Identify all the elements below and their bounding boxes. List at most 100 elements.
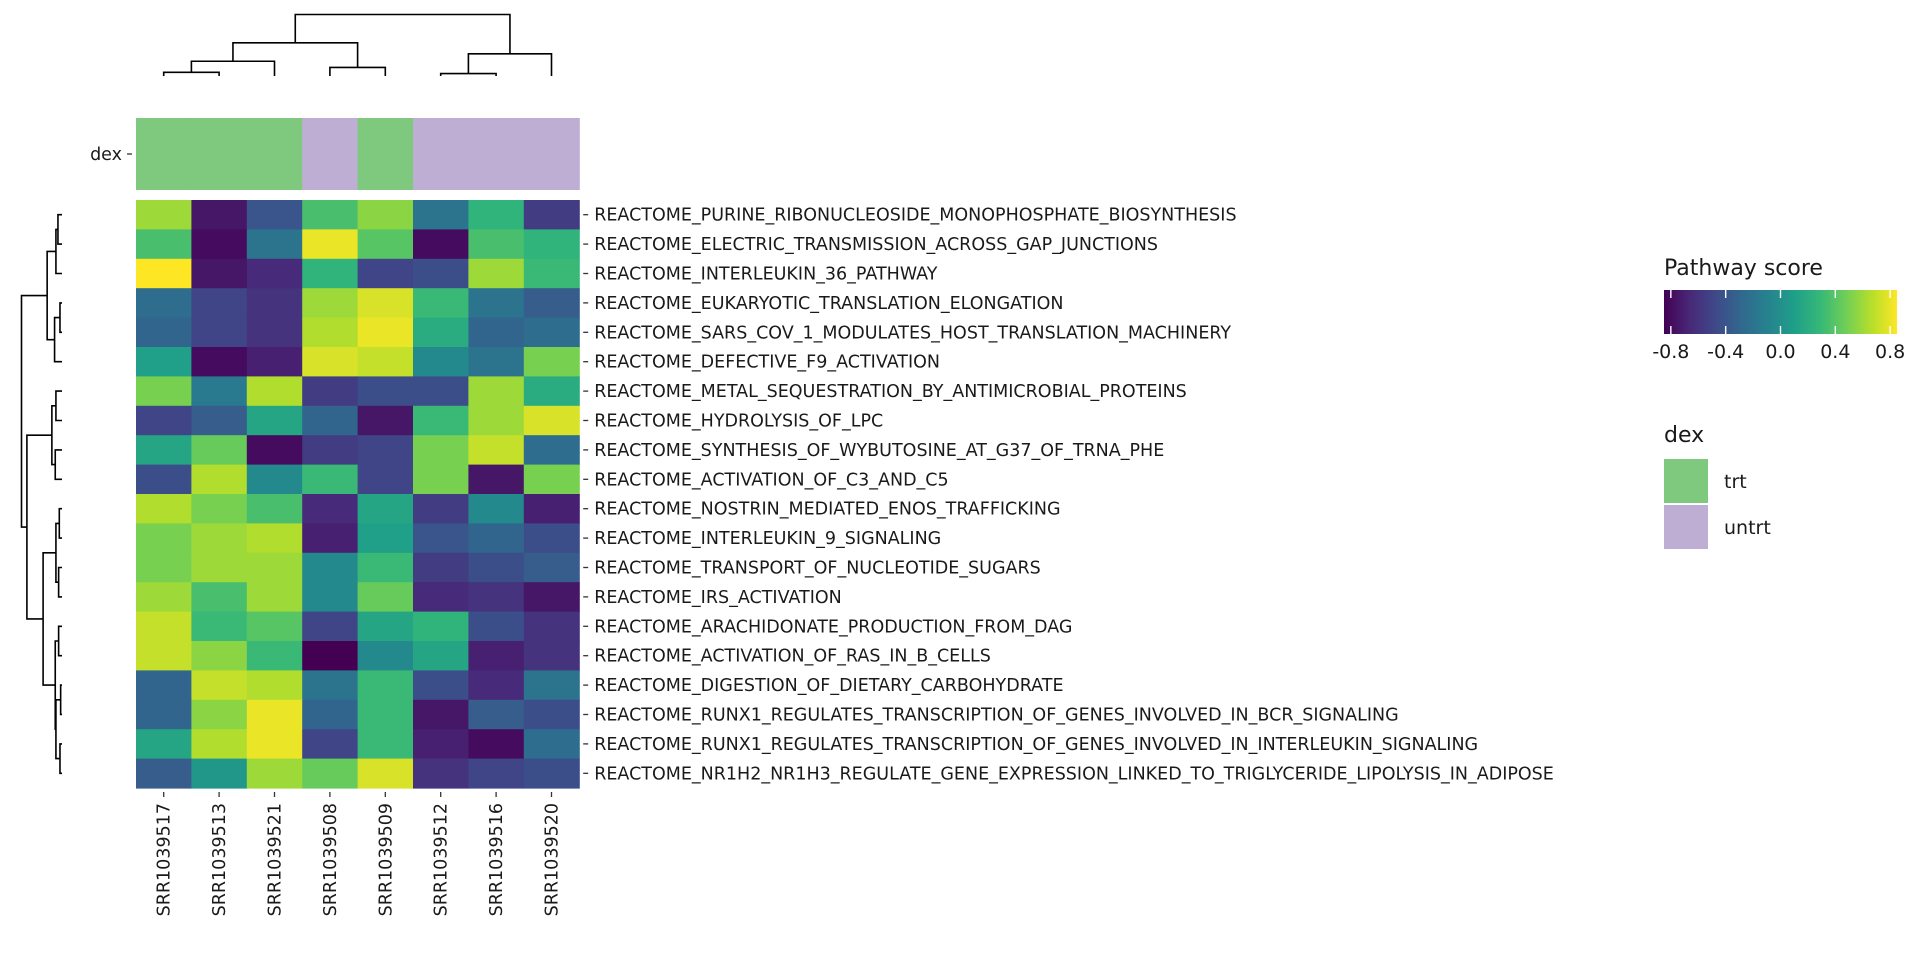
row-dendrogram-branch [59,302,62,334]
heatmap-cell [413,641,469,671]
heatmap-cell [191,229,248,260]
heatmap-cell [523,552,580,583]
heatmap-cell [523,288,580,319]
heatmap-cell [468,582,525,613]
heatmap-cell [246,405,303,436]
column-dendrogram-branch [162,71,220,76]
heatmap-cell [191,405,248,436]
heatmap-cell [302,347,359,377]
row-dendrogram-branch [42,552,56,686]
heatmap-cell [191,288,248,319]
heatmap-cell [413,435,469,466]
heatmap-cell [468,258,525,289]
heatmap-cell [468,229,525,260]
heatmap-cell [468,729,525,760]
heatmap-cell [302,200,359,230]
heatmap-cell [191,494,248,524]
row-dendrogram-branch [55,228,62,275]
heatmap-cell [302,229,359,260]
heatmap-cell [246,347,303,377]
row-label: REACTOME_ACTIVATION_OF_RAS_IN_B_CELLS [594,647,991,667]
heatmap-cell [357,435,414,466]
heatmap-cell [413,288,469,319]
heatmap-cell [246,464,303,495]
heatmap-cell [413,405,469,436]
heatmap-cell [523,611,580,642]
dex-track-label: dex [90,145,122,165]
heatmap-cell [523,376,580,407]
heatmap-cell [302,258,359,289]
heatmap-cell [136,729,192,760]
heatmap-cell [302,552,359,583]
dex-legend-swatch-trt [1664,459,1708,503]
heatmap-cell [523,699,580,730]
heatmap-cell [302,699,359,730]
heatmap-cell [136,405,192,436]
annotation-cell-untrt [302,118,359,190]
dex-legend-label-untrt: untrt [1724,517,1771,539]
row-dendrogram-branch [55,390,62,422]
heatmap-cell [191,200,248,230]
heatmap-cell [413,200,469,230]
heatmap-cell [468,641,525,671]
heatmap-cell [357,670,414,701]
heatmap-cell [302,317,359,348]
annotation-cell-trt [357,118,414,190]
heatmap-cell [302,523,359,554]
column-dendrogram-branch [190,60,276,76]
column-label: SRR1039512 [432,803,452,916]
heatmap-cell [413,376,469,407]
heatmap-cell [302,435,359,466]
heatmap-cell [302,729,359,760]
row-label: REACTOME_ARACHIDONATE_PRODUCTION_FROM_DA… [594,617,1072,637]
column-dendrogram-branch [329,66,387,76]
column-labels: SRR1039517 SRR1039513 SRR1039521 SRR1039508… [155,792,563,916]
heatmap-cell [302,405,359,436]
heatmap-cell [523,670,580,701]
colorbar-tick-label: -0.4 [1707,341,1744,363]
heatmap-cell [523,523,580,554]
heatmap-cell [246,582,303,613]
heatmap-cell [523,758,580,789]
heatmap-cell [468,347,525,377]
heatmap-cell [302,288,359,319]
pathway-score-legend: Pathway score -0.8 -0.4 0.0 0.4 0.8 [1652,256,1905,363]
heatmap-cell [468,405,525,436]
row-label: REACTOME_TRANSPORT_OF_NUCLEOTIDE_SUGARS [594,559,1041,579]
column-label: SRR1039517 [155,803,175,916]
heatmap-cell [468,435,525,466]
heatmap-cell [413,729,469,760]
heatmap-cell [468,288,525,319]
heatmap-cell [468,317,525,348]
heatmap-cell [136,288,192,319]
heatmap-cell [191,641,248,671]
heatmap-cell [246,200,303,230]
heatmap-cell [136,611,192,642]
heatmap-cell [413,523,469,554]
heatmap-cell [523,464,580,495]
heatmap-cell [413,670,469,701]
heatmap-cell [191,317,248,348]
heatmap-cell [136,376,192,407]
heatmap-cell [246,317,303,348]
row-label: REACTOME_METAL_SEQUESTRATION_BY_ANTIMICR… [594,382,1187,402]
heatmap-cell [136,641,192,671]
row-label: REACTOME_SYNTHESIS_OF_WYBUTOSINE_AT_G37_… [594,441,1164,461]
row-label: REACTOME_NOSTRIN_MEDIATED_ENOS_TRAFFICKI… [594,500,1060,520]
heatmap-cell [468,611,525,642]
heatmap-cell [357,699,414,730]
heatmap-cell [357,552,414,583]
heatmap-cell [413,758,469,789]
row-dendrogram-branch [59,684,62,716]
heatmap-cell [246,699,303,730]
column-label: SRR1039520 [543,803,563,916]
column-label: SRR1039521 [266,803,286,916]
row-label: REACTOME_INTERLEUKIN_36_PATHWAY [594,265,938,285]
heatmap-cell [191,347,248,377]
column-dendrogram-branch [294,13,511,54]
heatmap-cell [523,200,580,230]
row-label: REACTOME_SARS_COV_1_MODULATES_HOST_TRANS… [594,323,1231,343]
heatmap-cell [246,435,303,466]
heatmap-cell [246,494,303,524]
heatmap-cell [523,494,580,524]
